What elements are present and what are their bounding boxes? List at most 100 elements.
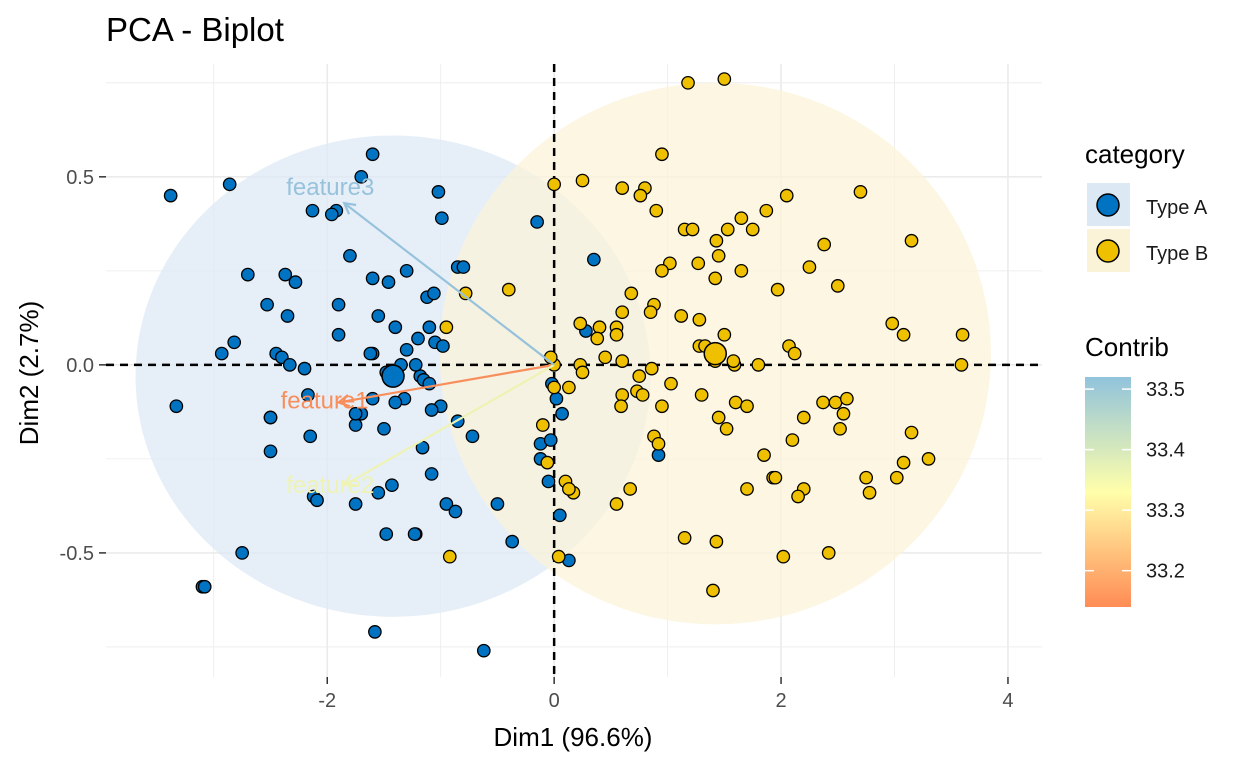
data-point: [163, 188, 178, 203]
data-point: [598, 350, 613, 365]
arrow-feature1: [338, 363, 555, 404]
data-point: [590, 331, 605, 346]
data-point: [540, 455, 555, 470]
data-point: [575, 173, 590, 188]
data-point: [575, 365, 590, 380]
data-point: [434, 211, 449, 226]
data-point: [904, 425, 919, 440]
data-point: [465, 429, 480, 444]
data-point: [833, 421, 847, 436]
data-point: [862, 485, 877, 500]
data-point: [427, 286, 441, 301]
data-point: [424, 403, 439, 417]
data-point: [685, 222, 700, 237]
data-point: [436, 339, 450, 353]
data-point: [592, 320, 607, 335]
x-tick-label: -2: [318, 690, 336, 712]
data-point: [840, 391, 854, 406]
data-point: [904, 233, 919, 248]
data-point: [643, 305, 658, 320]
data-point: [954, 358, 969, 372]
data-point: [476, 643, 491, 658]
data-point: [816, 395, 830, 410]
data-point: [331, 327, 346, 342]
data-point: [399, 342, 414, 357]
data-point: [836, 406, 851, 421]
data-point: [381, 275, 396, 289]
data-point: [694, 388, 709, 402]
data-point: [505, 534, 520, 549]
data-point: [609, 327, 624, 342]
data-point: [363, 346, 378, 361]
data-point: [751, 358, 766, 372]
data-point: [681, 75, 695, 90]
data-point: [655, 399, 669, 414]
data-point: [365, 271, 380, 286]
data-point: [691, 256, 706, 271]
data-point: [490, 497, 505, 511]
data-point: [709, 233, 724, 248]
y-axis: -0.5 0.0 0.5: [60, 167, 106, 565]
data-point: [609, 497, 624, 511]
data-point: [830, 279, 845, 293]
data-point: [615, 305, 630, 320]
data-point: [664, 376, 678, 391]
legend-label-type-b: Type B: [1146, 243, 1208, 265]
data-point: [717, 72, 732, 86]
data-point: [853, 185, 868, 199]
legend-category-title: category: [1085, 139, 1185, 169]
legend-item-type-b: Type B: [1087, 229, 1208, 272]
data-point: [424, 467, 439, 481]
data-point: [587, 252, 601, 267]
data-point: [305, 203, 320, 218]
data-point: [708, 271, 723, 286]
data-point: [552, 508, 567, 523]
data-point: [530, 215, 544, 229]
data-point: [407, 527, 422, 541]
data-point: [343, 248, 357, 263]
data-point: [821, 546, 836, 560]
data-point: [431, 185, 446, 199]
data-point: [368, 625, 382, 639]
data-point: [785, 433, 800, 447]
data-point: [278, 267, 293, 282]
data-point: [385, 478, 399, 493]
data-point: [791, 489, 805, 504]
data-point: [399, 263, 414, 278]
legend-item-type-a: Type A: [1087, 183, 1208, 226]
data-point: [711, 248, 726, 263]
data-point: [632, 369, 647, 383]
data-point: [263, 410, 278, 425]
data-point: [623, 482, 638, 496]
data-point: [768, 470, 783, 485]
data-point: [562, 380, 576, 395]
data-point: [549, 391, 564, 406]
data-point: [535, 418, 550, 432]
x-tick-label: 2: [775, 690, 786, 712]
arrowhead-feature1: [336, 394, 351, 408]
data-point: [644, 361, 659, 376]
data-point: [573, 316, 588, 331]
data-point: [745, 222, 760, 237]
data-point: [371, 309, 386, 323]
data-point: [802, 260, 817, 274]
data-point: [635, 388, 650, 402]
data-point: [885, 316, 900, 331]
x-axis-label: Dim1 (96.6%): [494, 722, 653, 752]
data-point: [348, 418, 363, 432]
data-point: [408, 358, 423, 372]
data-point: [551, 549, 566, 564]
legend: category Type A Type B Contrib 33.533.43…: [1085, 139, 1208, 607]
contrib-colorbar-ticks: 33.5 33.4 33.3 33.2: [1085, 379, 1185, 583]
arrow-feature2: [343, 363, 555, 487]
data-point: [674, 309, 689, 323]
data-point: [280, 309, 295, 323]
data-point: [709, 534, 724, 549]
arrowhead-feature3: [342, 201, 357, 215]
data-point: [442, 549, 457, 564]
data-point: [310, 493, 324, 508]
data-point: [651, 448, 666, 462]
data-point: [796, 410, 811, 425]
data-point: [235, 546, 249, 560]
